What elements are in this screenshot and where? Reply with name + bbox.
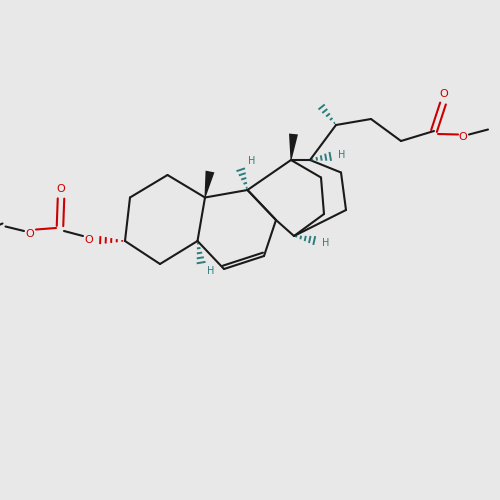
Text: O: O bbox=[84, 235, 94, 245]
Text: O: O bbox=[440, 88, 448, 99]
Text: O: O bbox=[26, 228, 35, 238]
Text: H: H bbox=[322, 238, 330, 248]
Text: H: H bbox=[248, 156, 255, 166]
Polygon shape bbox=[204, 170, 214, 198]
Text: O: O bbox=[56, 184, 66, 194]
Text: H: H bbox=[338, 150, 345, 160]
Text: H: H bbox=[207, 266, 214, 276]
Polygon shape bbox=[289, 134, 298, 160]
Text: O: O bbox=[458, 132, 468, 142]
